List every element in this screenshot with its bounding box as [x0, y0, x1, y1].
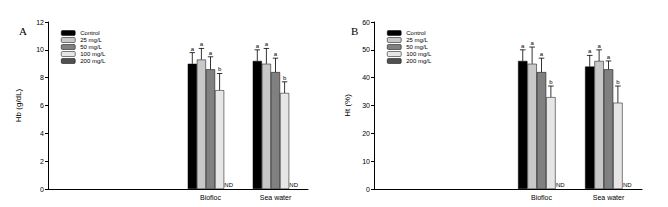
svg-text:50 mg/L: 50 mg/L	[406, 44, 428, 50]
svg-text:50 mg/L: 50 mg/L	[80, 44, 102, 50]
svg-text:0: 0	[366, 186, 370, 193]
svg-text:a: a	[256, 43, 260, 49]
svg-text:30: 30	[362, 102, 370, 109]
svg-text:ND: ND	[224, 182, 233, 188]
svg-text:10: 10	[36, 46, 44, 53]
svg-text:6: 6	[40, 102, 44, 109]
svg-text:4: 4	[40, 130, 44, 137]
svg-text:a: a	[209, 50, 213, 56]
svg-text:50: 50	[362, 46, 370, 53]
svg-text:100 mg/L: 100 mg/L	[80, 51, 106, 57]
svg-text:Sea water: Sea water	[260, 194, 292, 201]
svg-text:100 mg/L: 100 mg/L	[406, 51, 432, 57]
svg-text:25 mg/L: 25 mg/L	[406, 37, 428, 43]
svg-text:a: a	[265, 41, 269, 47]
svg-text:12: 12	[36, 19, 44, 26]
svg-text:Hb (g/dL): Hb (g/dL)	[14, 88, 23, 122]
svg-text:A: A	[19, 25, 27, 37]
svg-text:Ht (%): Ht (%)	[343, 94, 352, 117]
svg-text:2: 2	[40, 158, 44, 165]
svg-text:25 mg/L: 25 mg/L	[80, 37, 102, 43]
svg-text:b: b	[549, 79, 553, 85]
svg-text:B: B	[351, 25, 358, 37]
svg-text:20: 20	[362, 130, 370, 137]
svg-text:a: a	[530, 40, 534, 46]
svg-text:10: 10	[362, 158, 370, 165]
svg-text:Biofloc: Biofloc	[531, 194, 553, 201]
svg-text:8: 8	[40, 74, 44, 81]
svg-text:a: a	[597, 43, 601, 49]
svg-text:b: b	[218, 66, 222, 72]
svg-text:a: a	[521, 43, 525, 49]
svg-text:Control: Control	[406, 30, 425, 36]
svg-text:Control: Control	[80, 30, 99, 36]
svg-text:40: 40	[362, 74, 370, 81]
svg-text:ND: ND	[556, 182, 565, 188]
svg-text:a: a	[274, 51, 278, 57]
svg-text:ND: ND	[623, 182, 632, 188]
svg-text:60: 60	[362, 19, 370, 26]
svg-text:ND: ND	[289, 182, 298, 188]
svg-text:Biofloc: Biofloc	[200, 194, 222, 201]
svg-text:a: a	[588, 48, 592, 54]
svg-text:a: a	[200, 41, 204, 47]
svg-text:b: b	[616, 79, 620, 85]
svg-text:a: a	[191, 46, 195, 52]
svg-text:a: a	[607, 54, 611, 60]
svg-text:a: a	[540, 51, 544, 57]
svg-text:b: b	[283, 75, 287, 81]
svg-text:200 mg/L: 200 mg/L	[406, 58, 432, 64]
svg-text:0: 0	[40, 186, 44, 193]
svg-text:Sea water: Sea water	[593, 194, 625, 201]
svg-text:200 mg/L: 200 mg/L	[80, 58, 106, 64]
